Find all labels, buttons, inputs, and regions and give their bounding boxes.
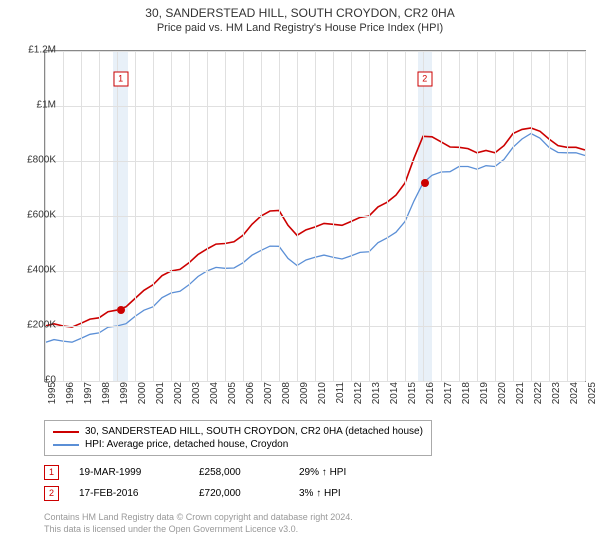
x-axis-label: 1997 [83,382,94,412]
gridline-vertical [567,51,568,381]
gridline-vertical [405,51,406,381]
gridline-vertical [351,51,352,381]
x-axis-label: 2013 [371,382,382,412]
y-axis-label: £600K [27,210,56,221]
x-axis-label: 2016 [425,382,436,412]
gridline-vertical [333,51,334,381]
chart-title-line1: 30, SANDERSTEAD HILL, SOUTH CROYDON, CR2… [0,0,600,20]
x-axis-label: 2024 [569,382,580,412]
x-axis-label: 2021 [515,382,526,412]
transaction-marker: 2 [44,486,59,501]
x-axis-label: 2014 [389,382,400,412]
x-axis-label: 2004 [209,382,220,412]
sale-dot [421,179,429,187]
gridline-vertical [495,51,496,381]
legend-swatch [53,444,79,446]
gridline-vertical [261,51,262,381]
gridline-vertical [369,51,370,381]
legend-label: HPI: Average price, detached house, Croy… [85,439,288,450]
transaction-delta: 3% ↑ HPI [299,488,341,499]
gridline-vertical [315,51,316,381]
y-axis-label: £200K [27,320,56,331]
x-axis-label: 2025 [587,382,598,412]
transaction-date: 19-MAR-1999 [79,467,199,478]
transaction-row: 1 19-MAR-1999£258,00029% ↑ HPI [44,462,346,483]
transaction-marker: 1 [44,465,59,480]
x-axis-label: 2010 [317,382,328,412]
gridline-vertical [207,51,208,381]
gridline-vertical [279,51,280,381]
footer-line2: This data is licensed under the Open Gov… [44,524,353,536]
transaction-price: £258,000 [199,467,299,478]
sale-marker: 2 [417,72,432,87]
gridline-vertical [387,51,388,381]
x-axis-label: 2006 [245,382,256,412]
legend: 30, SANDERSTEAD HILL, SOUTH CROYDON, CR2… [44,420,432,456]
sale-dot [117,306,125,314]
transaction-table: 1 19-MAR-1999£258,00029% ↑ HPI 2 17-FEB-201… [44,462,346,504]
transaction-row: 2 17-FEB-2016£720,0003% ↑ HPI [44,483,346,504]
x-axis-label: 2009 [299,382,310,412]
gridline-vertical [477,51,478,381]
y-axis-label: £1M [37,100,56,111]
gridline-vertical [189,51,190,381]
transaction-price: £720,000 [199,488,299,499]
gridline-vertical [531,51,532,381]
x-axis-label: 1996 [65,382,76,412]
gridline-vertical [99,51,100,381]
legend-item: 30, SANDERSTEAD HILL, SOUTH CROYDON, CR2… [53,425,423,438]
transaction-date: 17-FEB-2016 [79,488,199,499]
plot-area: 12 [44,50,586,382]
gridline-vertical [81,51,82,381]
x-axis-label: 2000 [137,382,148,412]
legend-item: HPI: Average price, detached house, Croy… [53,438,423,451]
gridline-vertical [297,51,298,381]
x-axis-label: 2017 [443,382,454,412]
y-axis-label: £800K [27,155,56,166]
x-axis-label: 2020 [497,382,508,412]
x-axis-label: 2002 [173,382,184,412]
transaction-delta: 29% ↑ HPI [299,467,346,478]
gridline-vertical [153,51,154,381]
x-axis-label: 1995 [47,382,58,412]
gridline-vertical [225,51,226,381]
gridline-vertical [135,51,136,381]
legend-label: 30, SANDERSTEAD HILL, SOUTH CROYDON, CR2… [85,426,423,437]
x-axis-label: 2007 [263,382,274,412]
y-axis-label: £1.2M [28,45,56,56]
x-axis-label: 2018 [461,382,472,412]
gridline-vertical [549,51,550,381]
gridline-vertical [63,51,64,381]
x-axis-label: 2023 [551,382,562,412]
x-axis-label: 1999 [119,382,130,412]
x-axis-label: 2019 [479,382,490,412]
gridline-vertical [459,51,460,381]
x-axis-label: 1998 [101,382,112,412]
sale-marker: 1 [113,72,128,87]
x-axis-label: 2012 [353,382,364,412]
x-axis-label: 2003 [191,382,202,412]
footer-attribution: Contains HM Land Registry data © Crown c… [44,512,353,535]
x-axis-label: 2015 [407,382,418,412]
gridline-vertical [585,51,586,381]
y-axis-label: £400K [27,265,56,276]
gridline-vertical [243,51,244,381]
gridline-vertical [513,51,514,381]
gridline-vertical [117,51,118,381]
x-axis-label: 2001 [155,382,166,412]
gridline-vertical [171,51,172,381]
legend-swatch [53,431,79,433]
gridline-vertical [441,51,442,381]
x-axis-label: 2008 [281,382,292,412]
chart-title-line2: Price paid vs. HM Land Registry's House … [0,20,600,34]
chart-container: 30, SANDERSTEAD HILL, SOUTH CROYDON, CR2… [0,0,600,560]
gridline-vertical [423,51,424,381]
footer-line1: Contains HM Land Registry data © Crown c… [44,512,353,524]
x-axis-label: 2011 [335,382,346,412]
x-axis-label: 2022 [533,382,544,412]
x-axis-label: 2005 [227,382,238,412]
